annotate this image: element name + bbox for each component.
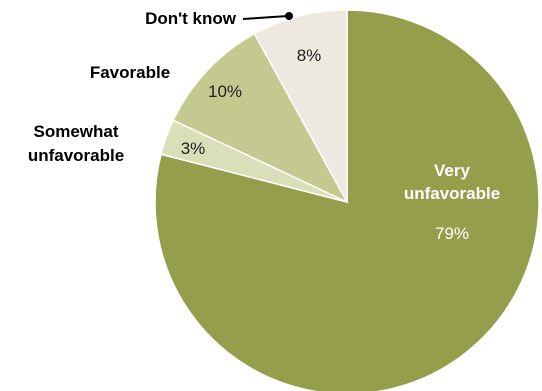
pie-slice-favorable — [172, 32, 349, 204]
leader-line — [242, 15, 289, 20]
leader-dot — [285, 12, 293, 20]
pie-slice-don-t-know — [253, 9, 348, 203]
slice-label-1: Somewhat unfavorable — [28, 122, 124, 165]
slice-label-0: Very unfavorable — [404, 161, 500, 203]
slice-value-label-0: 79% — [435, 224, 469, 243]
slice-value-label-2: 10% — [208, 82, 242, 101]
slice-value-label-1: 3% — [181, 139, 206, 158]
slice-label-3: Don't know — [145, 9, 237, 28]
pie-slice-very-unfavorable — [154, 9, 540, 391]
slice-value-label-3: 8% — [297, 46, 322, 65]
slice-label-2: Favorable — [90, 63, 170, 82]
